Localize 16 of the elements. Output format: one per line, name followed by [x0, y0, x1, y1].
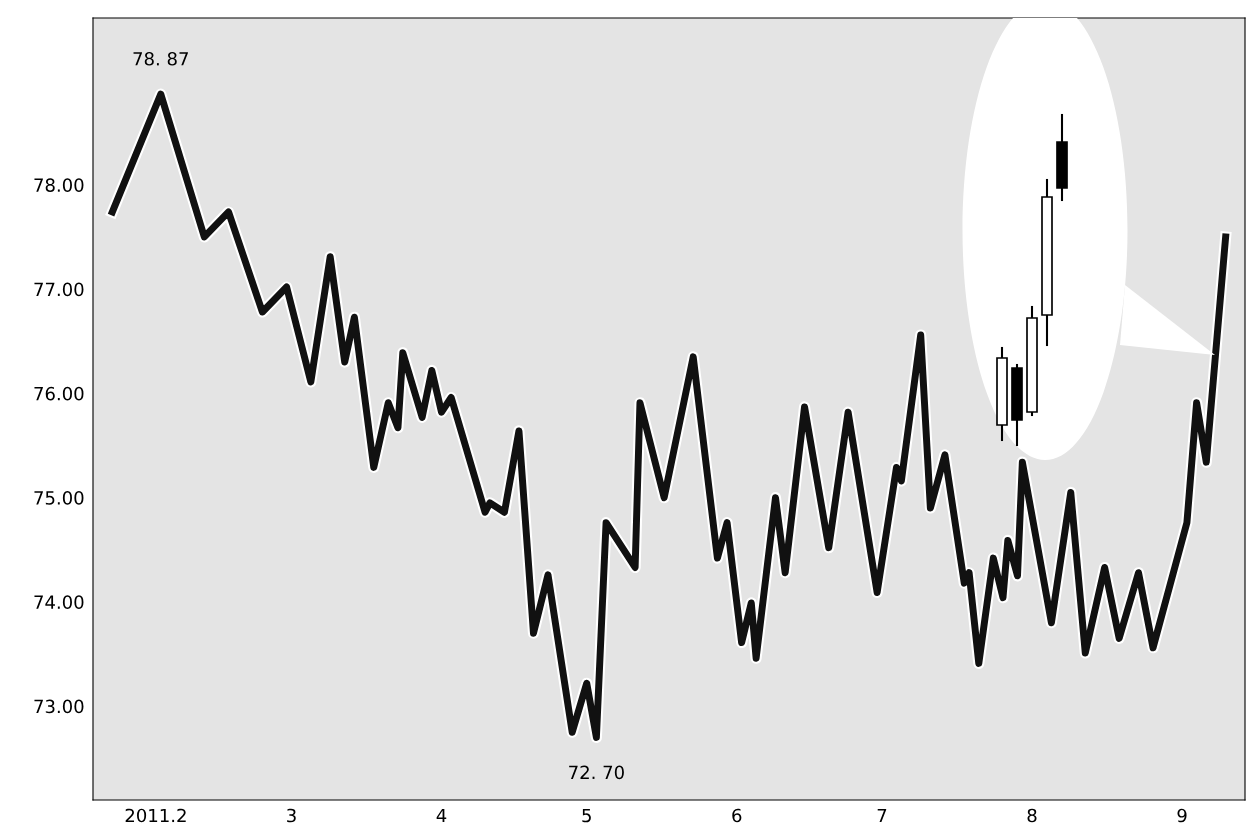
x-tick-label: 3 [287, 808, 296, 823]
x-tick-label: 6 [732, 808, 742, 823]
y-tick-label: 74.00 [34, 595, 84, 610]
x-tick-label: 8 [1027, 808, 1037, 823]
y-tick-label: 77.00 [34, 282, 84, 297]
x-tick-label: 9 [1177, 808, 1187, 823]
y-tick-label: 76.00 [34, 386, 84, 401]
annotation: 72. 70 [569, 765, 624, 780]
annotation: 78. 87 [133, 51, 188, 66]
y-tick-label: 78.00 [34, 178, 84, 192]
x-tick-label: 2011.2 [125, 808, 186, 823]
y-tick-label: 75.00 [34, 491, 84, 505]
y-tick-label: 73.00 [34, 699, 84, 714]
x-tick-label: 5 [582, 808, 591, 823]
x-tick-label: 4 [436, 808, 447, 823]
x-tick-label: 7 [877, 808, 887, 823]
